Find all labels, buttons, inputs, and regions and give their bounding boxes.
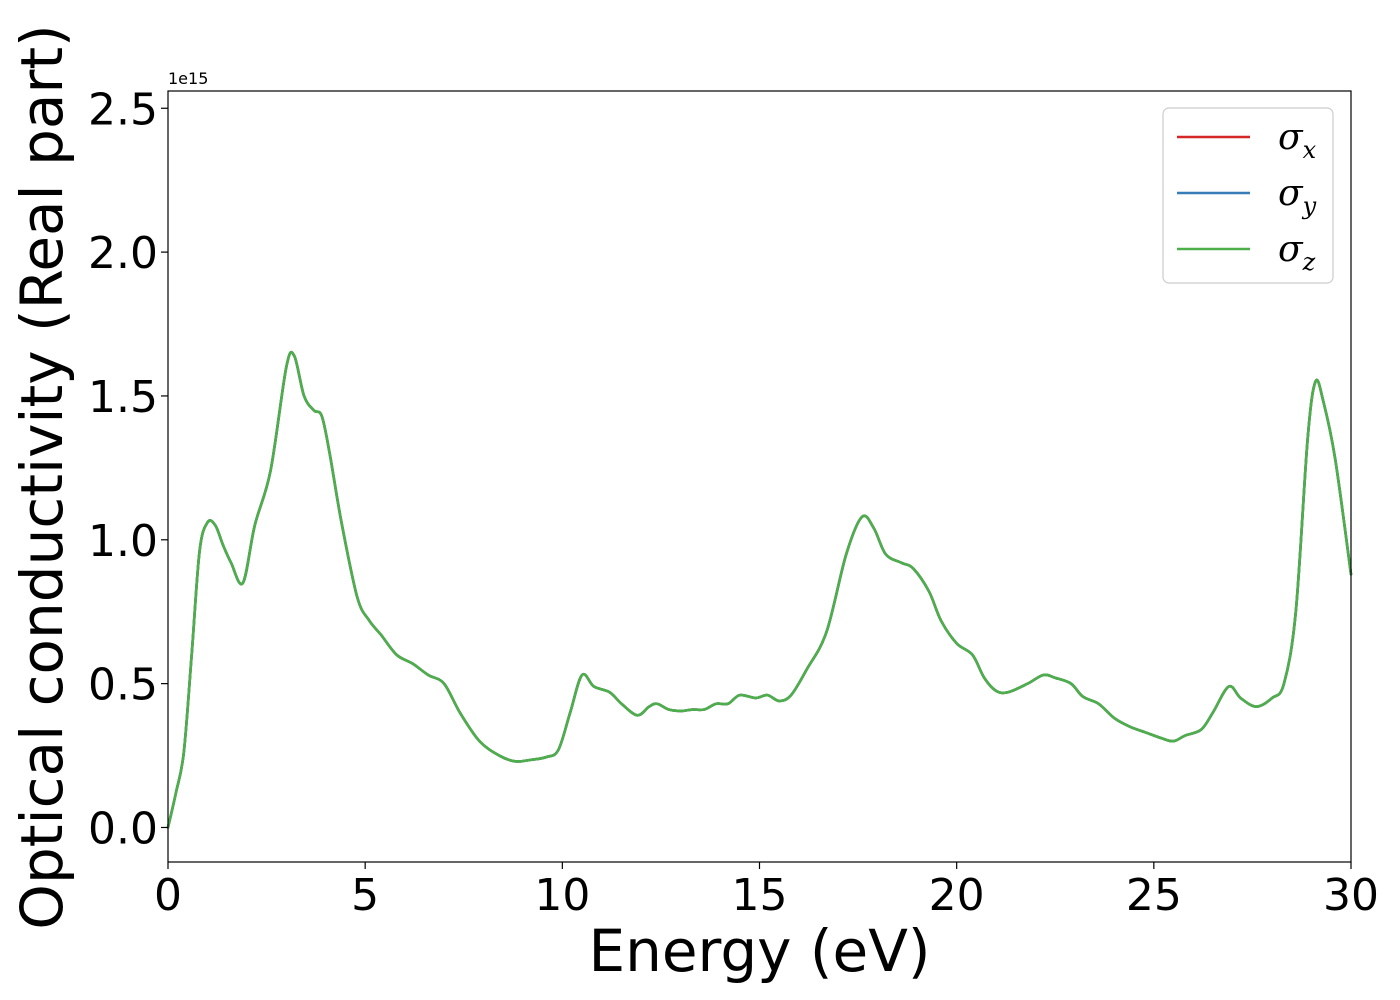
y-tick-label: 0.5 [88,660,158,711]
y-offset-label: 1e15 [168,69,208,88]
series-layer [166,350,1353,829]
x-tick-label: 0 [154,870,182,921]
y-tick-label: 1.5 [88,372,158,423]
x-tick-label: 5 [351,870,379,921]
x-tick-label: 10 [534,870,590,921]
legend-label-y: σy [1278,173,1317,220]
legend-box [1162,107,1334,284]
y-tick-label: 2.0 [88,228,158,279]
legend-label-z: σz [1278,229,1316,276]
x-tick-label: 15 [732,870,788,921]
series-line-z [166,350,1353,829]
y-tick-label: 1.0 [88,516,158,567]
y-axis-title: Optical conductivity (Real part) [8,24,76,929]
legend-label-x: σx [1278,117,1317,164]
x-tick-label: 25 [1126,870,1182,921]
x-axis: 0 5 10 15 20 25 30 [154,862,1379,921]
y-axis: 0.0 0.5 1.0 1.5 2.0 2.5 [88,84,168,854]
x-tick-label: 30 [1323,870,1379,921]
y-tick-label: 0.0 [88,803,158,854]
x-axis-title: Energy (eV) [588,917,930,985]
x-tick-label: 20 [929,870,985,921]
legend: σx σy σz [1162,107,1334,284]
y-tick-label: 2.5 [88,84,158,135]
